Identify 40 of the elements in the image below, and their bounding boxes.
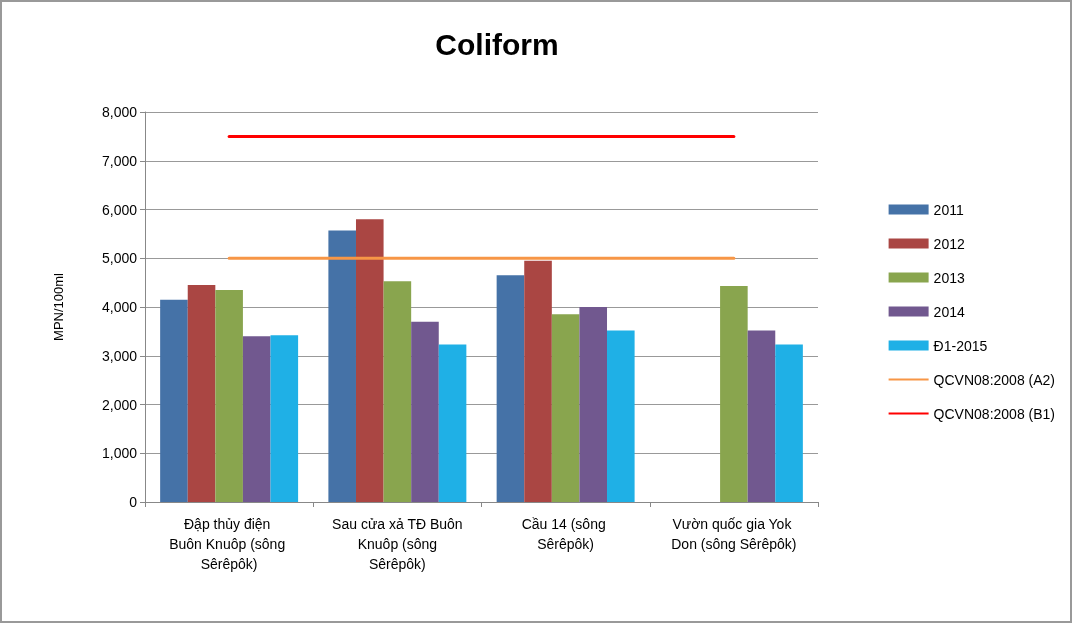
bar (747, 330, 776, 502)
x-tick-label: Cầu 14 (sông Sêrêpôk) (521, 516, 610, 552)
y-axis-title: MPN/100ml (51, 272, 66, 341)
bar (160, 299, 188, 502)
y-tick-label: 8,000 (101, 104, 138, 120)
bar (270, 335, 299, 502)
y-tick-label: 0 (129, 494, 138, 510)
y-tick-label: 3,000 (101, 347, 138, 364)
bar (524, 260, 552, 502)
bar (551, 314, 580, 502)
y-tick-label: 1,000 (101, 445, 138, 462)
legend-label: QCVN08:2008 (A2) (933, 371, 1056, 388)
legend-label: 2011 (933, 201, 964, 218)
legend-label: 2012 (933, 235, 965, 252)
y-tick-label: 6,000 (101, 201, 138, 218)
bar (579, 307, 608, 502)
y-tick-label: 4,000 (101, 299, 138, 315)
chart-title: Coliform (435, 27, 559, 61)
bar (242, 336, 271, 502)
bar (496, 275, 525, 502)
bar (328, 230, 356, 502)
legend-label: 2014 (933, 303, 965, 320)
bar (438, 344, 467, 502)
legend-label: QCVN08:2008 (B1) (933, 405, 1056, 422)
x-tick-label: Vườn quốc gia Yok Don (sông Sêrêpôk) (671, 516, 797, 552)
bar (187, 285, 216, 502)
legend-label: Đ1-2015 (933, 337, 988, 354)
x-tick-label: Đập thủy điện Buôn Knuôp (sông Sêrêpôk) (169, 516, 290, 572)
bar (411, 321, 439, 502)
y-tick-label: 7,000 (101, 152, 138, 169)
bar (720, 286, 748, 502)
bar (607, 330, 635, 502)
x-tick-label: Sau cửa xả TĐ Buôn Knuôp (sông Sêrêpôk) (332, 516, 463, 572)
bar (775, 344, 803, 502)
legend-label: 2013 (933, 269, 965, 286)
y-tick-label: 5,000 (101, 250, 138, 267)
bar (215, 289, 243, 502)
y-tick-label: 2,000 (101, 396, 138, 413)
bar (355, 219, 384, 502)
bar (383, 281, 412, 502)
